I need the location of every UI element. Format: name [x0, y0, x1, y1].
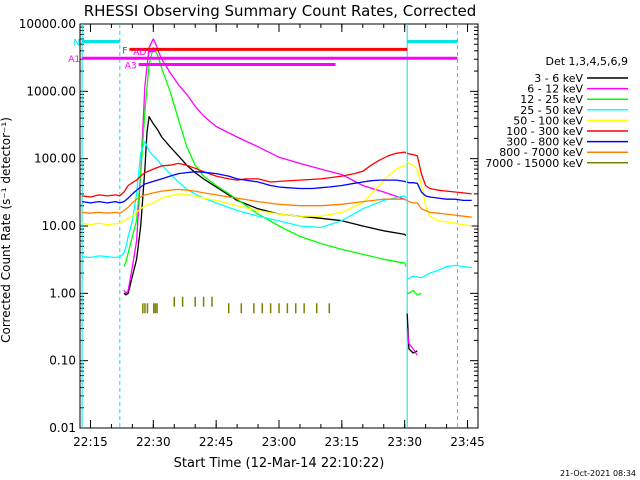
series-line-post-gap	[406, 328, 418, 356]
legend-label: 3 - 6 keV	[534, 72, 583, 85]
series-line	[82, 140, 407, 259]
axis-layer: 0.01 0.10 1.00 10.00 100.00 1000.00 10000.00 22…	[19, 17, 485, 449]
data-layer: N F AD A1 A3	[68, 24, 472, 428]
legend-label: 7000 - 15000 keV	[485, 157, 583, 170]
y-tick-label: 0.01	[49, 421, 76, 435]
series-line	[123, 46, 407, 267]
series-line	[123, 38, 407, 294]
series-line	[82, 171, 407, 204]
chart-title: RHESSI Observing Summary Count Rates, Co…	[84, 2, 477, 20]
x-tick-label: 23:00	[262, 435, 297, 449]
x-axis-label: Start Time (12-Mar-14 22:10:22)	[174, 456, 385, 471]
flag-label: A3	[125, 62, 137, 72]
legend-label: 300 - 800 keV	[506, 136, 583, 149]
y-tick-label: 1000.00	[26, 84, 76, 98]
legend-label: 12 - 25 keV	[520, 93, 583, 106]
legend-label: 50 - 100 keV	[513, 114, 583, 127]
y-tick-label: 10000.00	[19, 17, 76, 31]
flag-label: F	[122, 46, 127, 56]
x-tick-label: 22:30	[136, 435, 171, 449]
y-tick-label: 100.00	[34, 152, 76, 166]
series-line	[123, 116, 407, 296]
series-line	[82, 188, 407, 214]
flag-label: N	[73, 38, 80, 48]
y-tick-label: 0.10	[49, 354, 76, 368]
x-tick-label: 23:15	[325, 435, 360, 449]
legend-title: Det 1,3,4,5,6,9	[545, 55, 628, 68]
series-line	[82, 151, 407, 198]
y-tick-label: 10.00	[42, 219, 76, 233]
x-tick-label: 22:45	[199, 435, 234, 449]
y-tick-label: 1.00	[49, 286, 76, 300]
series-line-post-gap	[407, 152, 472, 195]
legend-label: 800 - 7000 keV	[499, 146, 583, 159]
series-line	[81, 164, 407, 226]
footer-date: 21-Oct-2021 08:34	[560, 469, 636, 478]
x-tick-label: 22:15	[73, 435, 108, 449]
flag-label: AD	[133, 48, 146, 58]
x-tick-label: 23:45	[450, 435, 485, 449]
series-line-post-gap	[406, 181, 472, 202]
series-line-post-gap	[407, 289, 422, 296]
flag-label: A1	[68, 55, 80, 65]
x-tick-label: 23:30	[387, 435, 422, 449]
legend-label: 25 - 50 keV	[520, 104, 583, 117]
legend-label: 100 - 300 keV	[506, 125, 583, 138]
series-line-post-gap	[406, 264, 472, 281]
y-axis-label: Corrected Count Rate (s⁻¹ detector⁻¹)	[0, 117, 13, 343]
series-line-post-gap	[406, 199, 472, 218]
legend-label: 6 - 12 keV	[527, 83, 583, 96]
